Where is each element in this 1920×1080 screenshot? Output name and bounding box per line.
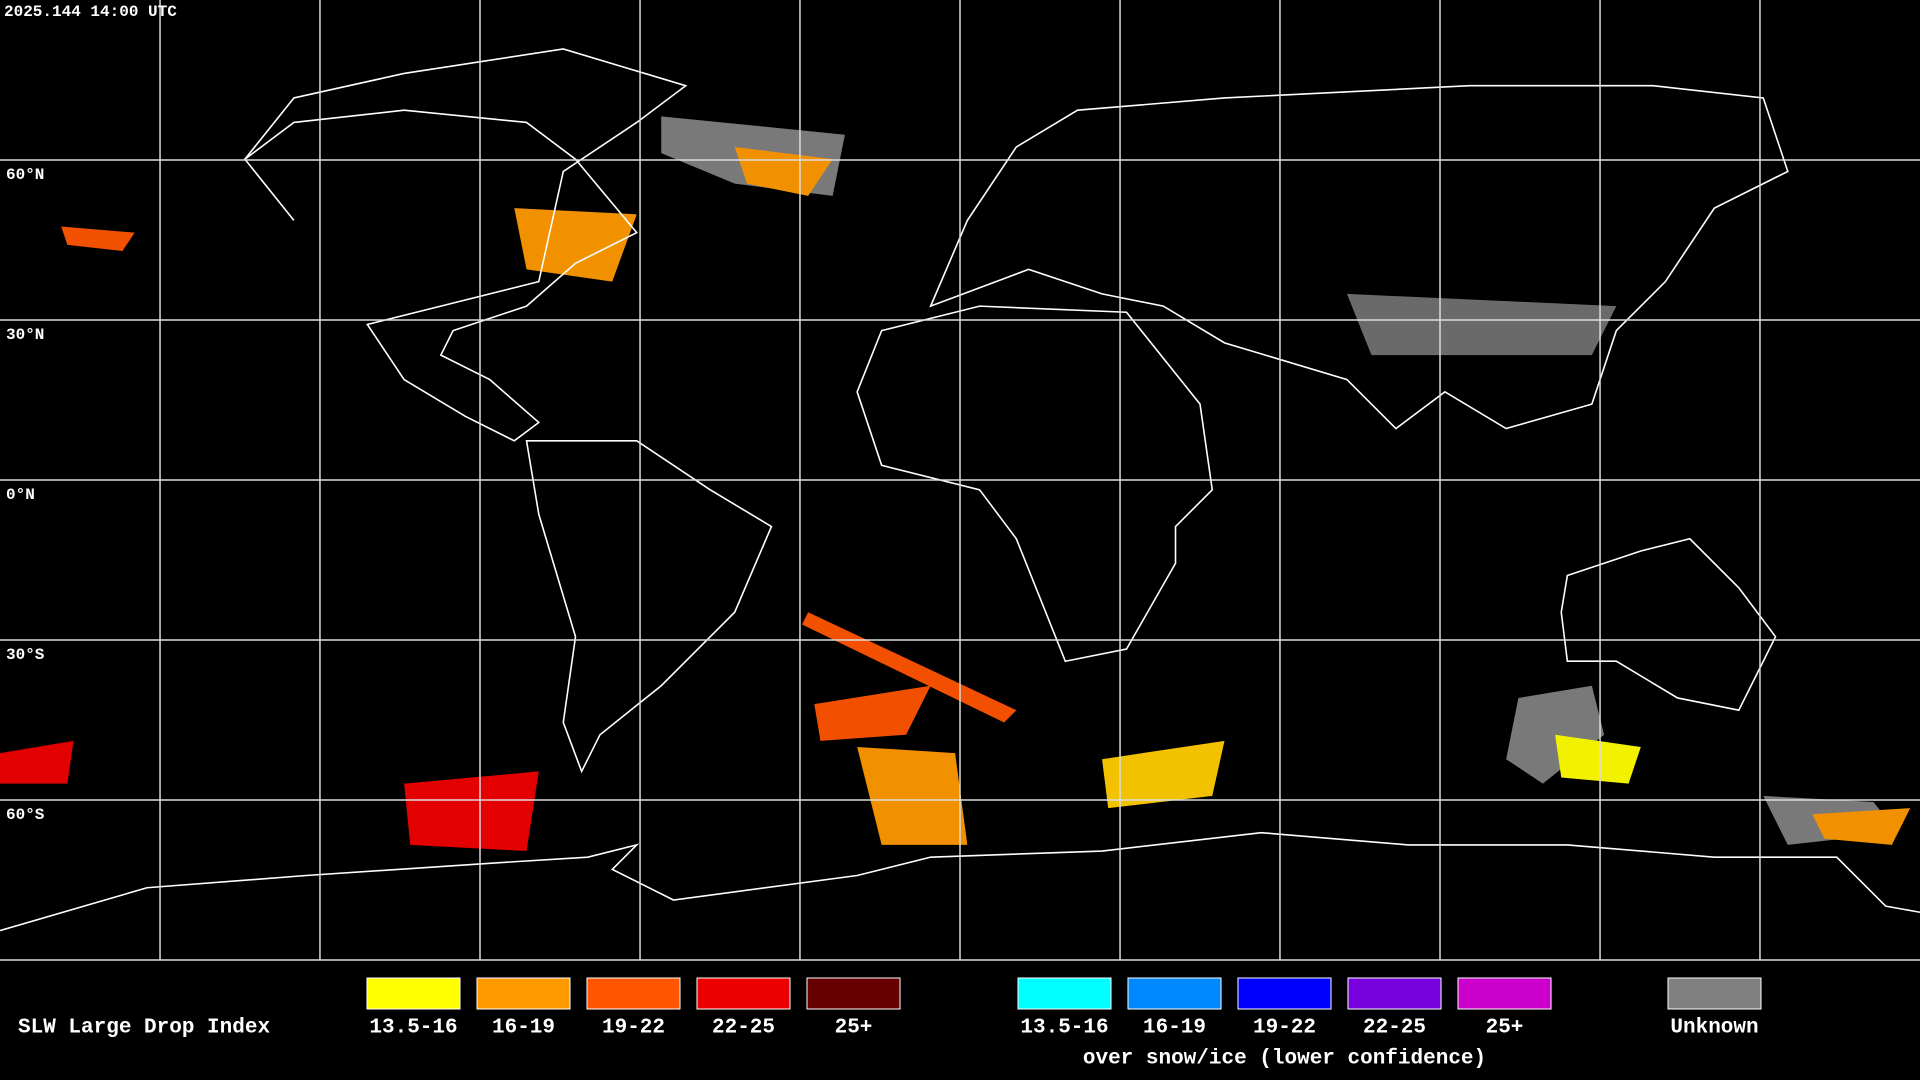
legend-caption: over snow/ice (lower confidence) bbox=[1083, 1048, 1486, 1071]
eurasia bbox=[929, 84, 1789, 430]
latitude-label: 0°N bbox=[6, 486, 35, 504]
drop-area bbox=[514, 208, 637, 282]
legend-swatch bbox=[696, 977, 791, 1010]
legend-swatch bbox=[1457, 977, 1552, 1010]
legend-swatch bbox=[476, 977, 571, 1010]
latitude-label: 60°S bbox=[6, 806, 45, 824]
legend-label: 16-19 bbox=[1143, 1017, 1206, 1040]
legend-label: 16-19 bbox=[492, 1017, 555, 1040]
drop-area bbox=[0, 740, 74, 784]
drop-area bbox=[1812, 808, 1911, 845]
legend-swatch bbox=[1667, 977, 1762, 1010]
legend-label: Unknown bbox=[1670, 1017, 1758, 1040]
legend-label: 19-22 bbox=[1253, 1017, 1316, 1040]
legend-swatch bbox=[806, 977, 901, 1010]
legend-label: 13.5-16 bbox=[1020, 1017, 1108, 1040]
legend-label: 25+ bbox=[835, 1017, 873, 1040]
latitude-label: 30°S bbox=[6, 646, 45, 664]
drop-area bbox=[1555, 734, 1641, 784]
drop-area bbox=[857, 746, 968, 845]
latitude-label: 30°N bbox=[6, 326, 44, 344]
legend-swatch bbox=[586, 977, 681, 1010]
legend-label: 13.5-16 bbox=[369, 1017, 457, 1040]
legend-label: 22-25 bbox=[712, 1017, 775, 1040]
coastlines bbox=[0, 48, 1920, 932]
legend-swatch bbox=[1017, 977, 1112, 1010]
unknown-area bbox=[1346, 293, 1617, 356]
drop-area bbox=[814, 685, 931, 741]
legend-label: 19-22 bbox=[602, 1017, 665, 1040]
antarctica bbox=[0, 831, 1920, 932]
south-america bbox=[525, 440, 773, 774]
drop-area bbox=[61, 226, 135, 252]
legend-swatch bbox=[1127, 977, 1222, 1010]
drop-area bbox=[404, 771, 539, 852]
map-layer bbox=[0, 0, 1920, 961]
legend-title: SLW Large Drop Index bbox=[18, 1017, 270, 1040]
legend-swatch bbox=[366, 977, 461, 1010]
legend-swatch bbox=[1347, 977, 1442, 1010]
timestamp: 2025.144 14:00 UTC bbox=[4, 3, 177, 21]
legend-swatch bbox=[1237, 977, 1332, 1010]
drop-area bbox=[1102, 740, 1225, 809]
africa bbox=[856, 305, 1214, 663]
legend-label: 25+ bbox=[1486, 1017, 1524, 1040]
latitude-label: 60°N bbox=[6, 166, 44, 184]
legend-label: 22-25 bbox=[1363, 1017, 1426, 1040]
graticule bbox=[0, 0, 1920, 961]
australia bbox=[1560, 537, 1777, 712]
north-america bbox=[243, 48, 688, 442]
drop-area bbox=[734, 146, 833, 196]
